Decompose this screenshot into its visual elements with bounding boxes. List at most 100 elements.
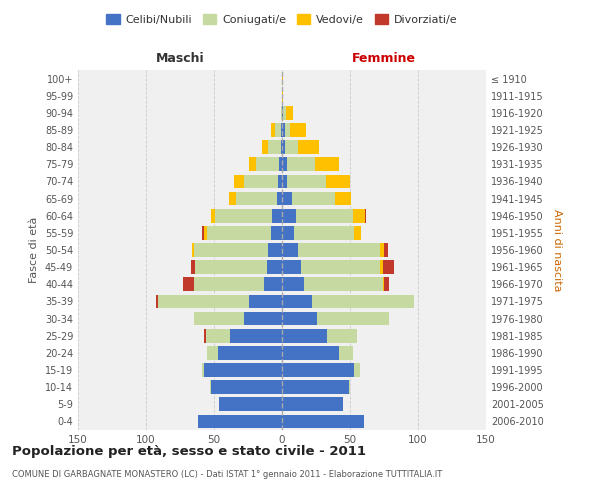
Bar (250, 158, 256, 171)
Bar (353, 209, 365, 222)
Bar (202, 363, 205, 377)
Bar (312, 294, 414, 308)
Bar (215, 209, 272, 222)
Bar (210, 380, 211, 394)
Bar (262, 140, 268, 154)
Bar (383, 278, 384, 291)
Bar (327, 329, 357, 342)
Bar (272, 209, 282, 222)
Legend: Celibi/Nubili, Coniugati/e, Vedovi/e, Divorziati/e: Celibi/Nubili, Coniugati/e, Vedovi/e, Di… (103, 10, 461, 28)
Bar (282, 158, 287, 171)
Bar (207, 346, 218, 360)
Bar (298, 243, 380, 257)
Y-axis label: Anni di nascita: Anni di nascita (552, 209, 562, 291)
Bar (281, 106, 282, 120)
Bar (205, 226, 207, 239)
Bar (384, 243, 388, 257)
Bar (207, 226, 271, 239)
Bar (195, 260, 267, 274)
Bar (194, 278, 265, 291)
Bar (287, 174, 326, 188)
Bar (250, 294, 282, 308)
Bar (158, 294, 250, 308)
Bar (271, 123, 275, 137)
Bar (197, 414, 282, 428)
Bar (268, 243, 282, 257)
Bar (278, 174, 282, 188)
Bar (326, 174, 350, 188)
Bar (282, 294, 312, 308)
Bar (282, 123, 285, 137)
Bar (218, 346, 282, 360)
Text: Femmine: Femmine (352, 52, 416, 65)
Bar (282, 380, 349, 394)
Bar (282, 329, 327, 342)
Bar (317, 312, 389, 326)
Bar (155, 294, 158, 308)
Bar (282, 278, 304, 291)
Bar (279, 158, 282, 171)
Bar (282, 398, 343, 411)
Bar (282, 192, 292, 205)
Bar (281, 140, 282, 154)
Bar (206, 329, 230, 342)
Bar (290, 123, 307, 137)
Y-axis label: Fasce di età: Fasce di età (29, 217, 39, 283)
Bar (380, 243, 384, 257)
Bar (301, 260, 380, 274)
Bar (194, 243, 268, 257)
Bar (282, 209, 296, 222)
Bar (205, 363, 282, 377)
Bar (211, 209, 215, 222)
Bar (230, 329, 282, 342)
Bar (282, 174, 287, 188)
Bar (282, 140, 285, 154)
Bar (211, 380, 282, 394)
Bar (292, 192, 335, 205)
Bar (265, 278, 282, 291)
Bar (296, 209, 353, 222)
Bar (183, 278, 194, 291)
Bar (384, 278, 389, 291)
Bar (191, 260, 195, 274)
Bar (256, 158, 279, 171)
Bar (298, 140, 319, 154)
Bar (282, 312, 317, 326)
Bar (285, 140, 298, 154)
Bar (205, 329, 206, 342)
Bar (282, 346, 339, 360)
Bar (271, 226, 282, 239)
Bar (283, 106, 286, 120)
Bar (268, 140, 281, 154)
Bar (286, 106, 293, 120)
Bar (281, 123, 282, 137)
Bar (294, 226, 354, 239)
Bar (282, 260, 301, 274)
Bar (287, 158, 314, 171)
Bar (335, 192, 352, 205)
Bar (365, 209, 367, 222)
Bar (282, 414, 364, 428)
Bar (194, 312, 244, 326)
Bar (229, 192, 236, 205)
Bar (192, 243, 194, 257)
Bar (202, 226, 205, 239)
Bar (282, 226, 294, 239)
Bar (380, 260, 383, 274)
Bar (282, 363, 354, 377)
Bar (282, 72, 283, 86)
Bar (275, 123, 281, 137)
Bar (354, 363, 359, 377)
Bar (244, 174, 278, 188)
Bar (304, 278, 383, 291)
Bar (339, 346, 353, 360)
Bar (354, 226, 361, 239)
Bar (220, 398, 282, 411)
Bar (236, 192, 277, 205)
Bar (282, 243, 298, 257)
Bar (267, 260, 282, 274)
Bar (285, 123, 290, 137)
Bar (314, 158, 339, 171)
Bar (277, 192, 282, 205)
Text: Popolazione per età, sesso e stato civile - 2011: Popolazione per età, sesso e stato civil… (12, 445, 366, 458)
